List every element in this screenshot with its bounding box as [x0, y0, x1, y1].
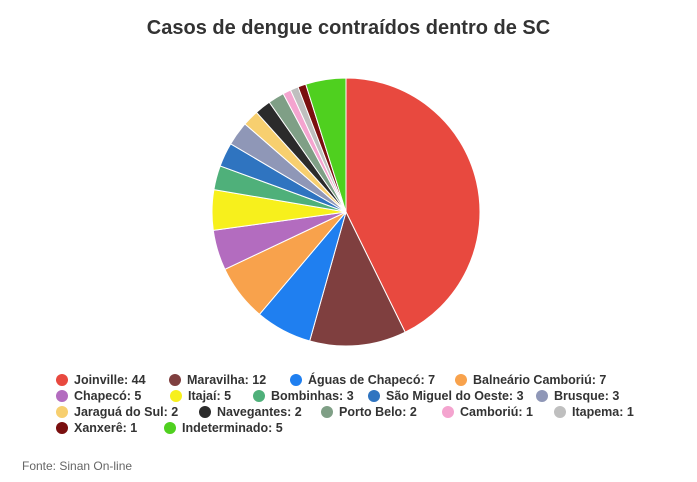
legend-marker: [170, 390, 182, 402]
pie-chart: [0, 0, 697, 370]
legend-item[interactable]: Camboriú: 1: [442, 405, 533, 419]
legend-marker: [56, 406, 68, 418]
legend-marker: [321, 406, 333, 418]
legend-label: Bombinhas: 3: [271, 389, 354, 403]
legend-item[interactable]: Balneário Camboriú: 7: [455, 373, 606, 387]
legend-item[interactable]: Jaraguá do Sul: 2: [56, 405, 178, 419]
legend-label: Balneário Camboriú: 7: [473, 373, 606, 387]
legend-item[interactable]: Joinville: 44: [56, 373, 146, 387]
legend-marker: [455, 374, 467, 386]
legend-marker: [536, 390, 548, 402]
legend-label: Chapecó: 5: [74, 389, 141, 403]
legend-marker: [554, 406, 566, 418]
legend-label: Águas de Chapecó: 7: [308, 373, 435, 387]
legend-marker: [169, 374, 181, 386]
legend-item[interactable]: Porto Belo: 2: [321, 405, 417, 419]
legend-item[interactable]: Maravilha: 12: [169, 373, 266, 387]
legend-marker: [253, 390, 265, 402]
legend-marker: [199, 406, 211, 418]
legend-item[interactable]: Indeterminado: 5: [164, 421, 283, 435]
legend-label: Brusque: 3: [554, 389, 619, 403]
legend-item[interactable]: Chapecó: 5: [56, 389, 141, 403]
legend-label: São Miguel do Oeste: 3: [386, 389, 524, 403]
legend-item[interactable]: Brusque: 3: [536, 389, 619, 403]
legend-item[interactable]: Itajaí: 5: [170, 389, 231, 403]
legend-marker: [56, 374, 68, 386]
legend-label: Maravilha: 12: [187, 373, 266, 387]
legend-item[interactable]: Bombinhas: 3: [253, 389, 354, 403]
legend-marker: [290, 374, 302, 386]
legend-item[interactable]: Navegantes: 2: [199, 405, 302, 419]
legend-label: Camboriú: 1: [460, 405, 533, 419]
legend-marker: [368, 390, 380, 402]
legend-label: Navegantes: 2: [217, 405, 302, 419]
legend-label: Porto Belo: 2: [339, 405, 417, 419]
legend-label: Jaraguá do Sul: 2: [74, 405, 178, 419]
source-note: Fonte: Sinan On-line: [22, 459, 132, 473]
legend-marker: [442, 406, 454, 418]
legend-item[interactable]: Xanxerê: 1: [56, 421, 137, 435]
legend-item[interactable]: Itapema: 1: [554, 405, 634, 419]
legend-marker: [56, 390, 68, 402]
legend-label: Indeterminado: 5: [182, 421, 283, 435]
legend-marker: [164, 422, 176, 434]
legend-label: Joinville: 44: [74, 373, 146, 387]
legend-label: Itapema: 1: [572, 405, 634, 419]
legend-label: Xanxerê: 1: [74, 421, 137, 435]
legend-item[interactable]: São Miguel do Oeste: 3: [368, 389, 524, 403]
legend-marker: [56, 422, 68, 434]
legend-item[interactable]: Águas de Chapecó: 7: [290, 373, 435, 387]
legend-label: Itajaí: 5: [188, 389, 231, 403]
